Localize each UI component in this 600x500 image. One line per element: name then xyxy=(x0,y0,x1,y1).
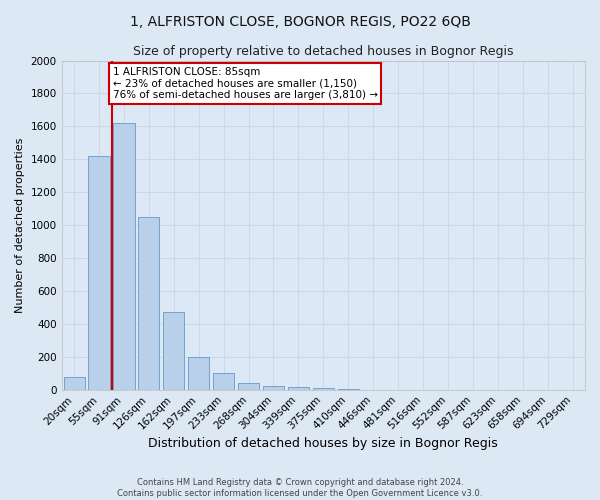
Bar xyxy=(113,123,134,390)
Bar xyxy=(263,386,284,390)
Bar xyxy=(213,374,234,390)
Bar xyxy=(188,357,209,390)
Text: 1 ALFRISTON CLOSE: 85sqm
← 23% of detached houses are smaller (1,150)
76% of sem: 1 ALFRISTON CLOSE: 85sqm ← 23% of detach… xyxy=(113,67,378,100)
Text: 1, ALFRISTON CLOSE, BOGNOR REGIS, PO22 6QB: 1, ALFRISTON CLOSE, BOGNOR REGIS, PO22 6… xyxy=(130,15,470,29)
Y-axis label: Number of detached properties: Number of detached properties xyxy=(15,138,25,313)
Bar xyxy=(338,389,359,390)
Bar xyxy=(288,388,309,390)
Bar xyxy=(163,312,184,390)
Bar xyxy=(138,217,160,390)
Bar xyxy=(313,388,334,390)
Text: Contains HM Land Registry data © Crown copyright and database right 2024.
Contai: Contains HM Land Registry data © Crown c… xyxy=(118,478,482,498)
Bar xyxy=(88,156,110,390)
Bar xyxy=(64,378,85,390)
Bar xyxy=(238,383,259,390)
Title: Size of property relative to detached houses in Bognor Regis: Size of property relative to detached ho… xyxy=(133,45,514,58)
X-axis label: Distribution of detached houses by size in Bognor Regis: Distribution of detached houses by size … xyxy=(148,437,498,450)
